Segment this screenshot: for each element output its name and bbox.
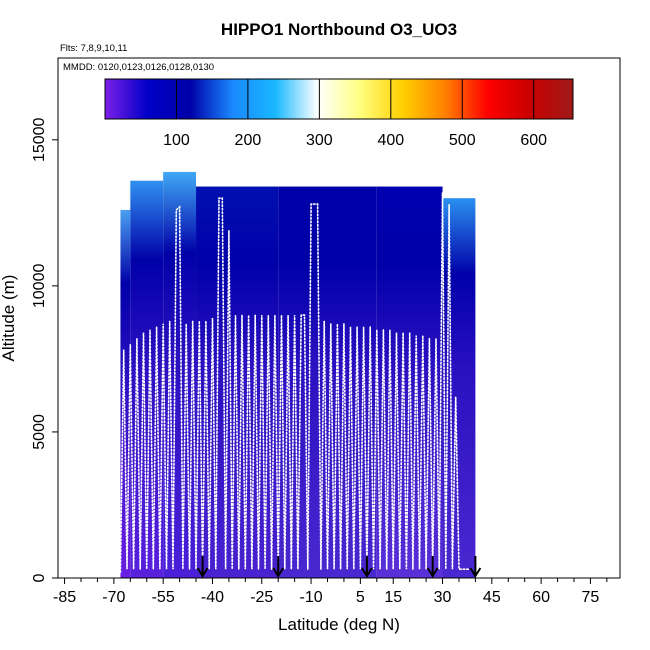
x-tick-label: 30 [434,589,452,606]
colorbar-tick-label: 600 [520,132,547,149]
y-tick-label: 5000 [31,414,48,450]
x-tick-label: 15 [384,589,402,606]
x-tick-label: 75 [582,589,600,606]
flights-note: Flts: 7,8,9,10,11 [60,43,127,54]
x-tick-label: 5 [356,589,365,606]
y-tick-label: 0 [31,573,48,582]
x-tick-label: -40 [201,589,224,606]
colorbar-tick-label: 300 [306,132,333,149]
x-tick-label: -85 [53,589,76,606]
x-tick-label: -70 [102,589,125,606]
flight-markers [196,556,482,578]
y-axis: 0 5000 10000 15000 [31,117,58,582]
colorbar-bar [104,78,574,120]
colorbar [104,78,574,120]
x-tick-label: -10 [300,589,323,606]
x-axis-label: Latitude (deg N) [278,615,400,634]
heatmap-column [120,209,131,578]
colorbar-tick-label: 400 [377,132,404,149]
x-axis: -85 -70 -55 -40 -25 -10 5 15 30 45 60 75 [53,578,608,606]
flight-marker-head [196,567,209,578]
chart-title: HIPPO1 Northbound O3_UO3 [221,20,457,39]
colorbar-ticks: 100 200 300 400 500 600 [163,79,547,149]
flight-marker-head [272,567,285,578]
dates-note: MMDD: 0120,0123,0126,0128,0130 [63,62,214,73]
x-tick-label: -55 [152,589,175,606]
flight-marker-head [469,567,482,578]
flight-marker-head [361,567,373,578]
y-axis-label: Altitude (m) [0,275,18,362]
flight-marker-head [426,567,439,578]
y-tick-label: 15000 [31,117,48,162]
x-tick-label: 45 [483,589,501,606]
flight-track [119,192,470,573]
colorbar-tick-label: 500 [449,132,476,149]
plot-frame [57,57,621,579]
x-tick-label: 60 [532,589,550,606]
y-tick-label: 10000 [31,264,48,309]
colorbar-tick-label: 200 [235,132,262,149]
colorbar-tick-label: 100 [163,132,190,149]
x-tick-label: -25 [250,589,273,606]
flight-track-layer [119,192,470,573]
